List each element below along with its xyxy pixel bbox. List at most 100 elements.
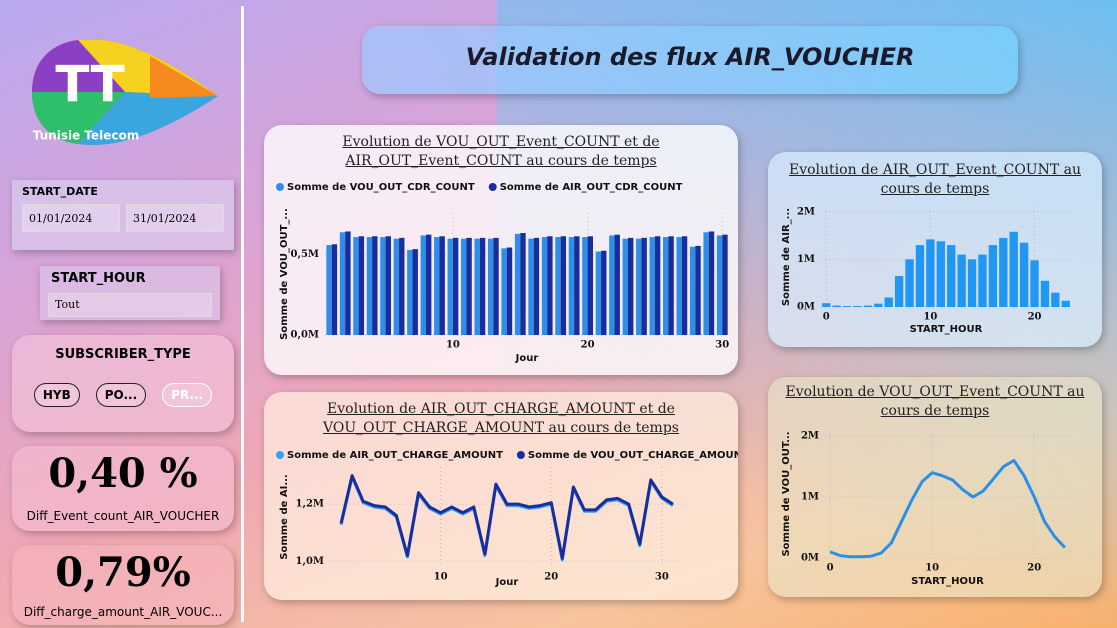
date-from[interactable]: 01/01/2024 xyxy=(22,204,120,232)
bar xyxy=(452,237,459,335)
x-tick-label: 0 xyxy=(827,563,834,574)
y-tick-label: 2M xyxy=(801,431,819,442)
y-tick-label: 1M xyxy=(801,492,819,503)
bar xyxy=(514,233,521,335)
legend-marker xyxy=(276,183,284,191)
bar xyxy=(999,237,1008,307)
bar xyxy=(568,237,575,335)
bar xyxy=(905,259,914,307)
bar xyxy=(353,237,359,335)
bar xyxy=(1051,292,1060,307)
bar xyxy=(560,236,567,335)
x-tick-label: 10 xyxy=(446,340,460,351)
y-tick-label: 1M xyxy=(797,254,815,265)
bar xyxy=(1019,242,1029,307)
bar xyxy=(1061,300,1070,307)
bar xyxy=(587,236,593,335)
bar xyxy=(461,238,467,335)
bar xyxy=(339,232,346,335)
bar xyxy=(967,259,977,307)
subscriber-slicer: SUBSCRIBER_TYPE HYB PO... PR... xyxy=(12,335,234,432)
bar xyxy=(528,238,534,335)
kpi-label: Diff_charge_amount_AIR_VOUC... xyxy=(23,605,223,619)
y-axis-label: Somme de VOU_OUT_... xyxy=(279,208,290,340)
kpi-value: 0,79% xyxy=(55,549,191,596)
x-tick-label: 30 xyxy=(715,340,729,351)
bar xyxy=(1030,260,1039,307)
x-tick-label: 10 xyxy=(923,312,937,323)
bar xyxy=(978,254,987,307)
slicer-label: SUBSCRIBER_TYPE xyxy=(55,347,191,362)
x-tick-label: 30 xyxy=(655,572,669,583)
kpi-card: 0,40 % Diff_Event_count_AIR_VOUCHER xyxy=(12,446,234,531)
bar xyxy=(936,241,945,307)
bar xyxy=(466,237,472,335)
bar xyxy=(947,245,956,307)
legend-marker xyxy=(516,451,525,459)
bar xyxy=(555,237,561,335)
bar xyxy=(434,237,440,335)
bar xyxy=(326,245,332,335)
date-slicer[interactable]: START_DATE 01/01/2024 31/01/2024 xyxy=(12,180,234,250)
bar xyxy=(439,236,445,335)
date-to[interactable]: 31/01/2024 xyxy=(126,204,224,232)
bar xyxy=(574,236,580,335)
bar xyxy=(399,237,405,335)
bar xyxy=(926,239,935,307)
type-button[interactable]: HYB xyxy=(33,383,80,407)
slicer-label: START_HOUR xyxy=(51,271,146,286)
hour-slicer[interactable]: START_HOUR Tout xyxy=(40,266,220,320)
chart-card: Evolution de VOU_OUT_Event_COUNT au cour… xyxy=(768,377,1102,597)
bar xyxy=(853,306,862,307)
chart-card: Evolution de VOU_OUT_Event_COUNT et de A… xyxy=(264,125,738,375)
bar xyxy=(676,237,682,335)
y-tick-label: 0M xyxy=(801,553,819,564)
legend-label: Somme de AIR_OUT_CHARGE_AMOUNT xyxy=(287,450,503,461)
type-button[interactable]: PR... xyxy=(162,383,213,407)
bar xyxy=(609,235,615,335)
chart: 0M 1M 2M 0 10 20 START_HOUR Somme de AIR_... xyxy=(781,206,1071,335)
bar xyxy=(654,236,661,335)
bar xyxy=(641,237,647,335)
chart-title: Evolution de AIR_OUT_CHARGE_AMOUNT et de… xyxy=(323,401,679,436)
bar xyxy=(636,238,642,335)
bar xyxy=(1009,231,1018,307)
bar xyxy=(1040,280,1050,307)
bar xyxy=(407,249,413,335)
line xyxy=(339,475,674,562)
bar xyxy=(331,244,338,335)
bar xyxy=(832,305,841,307)
bar xyxy=(385,236,391,335)
bar xyxy=(695,245,701,335)
bar xyxy=(668,236,674,335)
y-tick-label: 2M xyxy=(797,206,815,217)
chart: 0M 1M 2M 0 10 20 START_HOUR Somme de VOU_OUT... xyxy=(781,430,1070,587)
kpi-card: 0,79% Diff_charge_amount_AIR_VOUC... xyxy=(12,545,234,625)
bar xyxy=(420,235,426,335)
bar xyxy=(582,237,588,335)
bar xyxy=(988,245,998,307)
x-tick-label: 20 xyxy=(581,340,595,351)
logo: TT Tunisie Telecom xyxy=(32,39,218,145)
legend-marker xyxy=(488,183,497,191)
divider xyxy=(241,6,244,622)
bar xyxy=(894,276,904,307)
bar xyxy=(614,234,620,335)
chart-title: Evolution de VOU_OUT_Event_COUNT et de A… xyxy=(342,134,660,169)
bar xyxy=(915,245,925,307)
bar xyxy=(366,237,373,335)
hour-dropdown[interactable]: Tout xyxy=(48,293,212,317)
bar xyxy=(520,233,526,335)
bar xyxy=(474,238,480,335)
x-tick-label: 20 xyxy=(1028,312,1042,323)
type-button[interactable]: PO... xyxy=(95,383,147,407)
logo-name: Tunisie Telecom xyxy=(33,129,139,143)
y-axis-label: Somme de AI... xyxy=(279,474,290,559)
bar xyxy=(601,250,607,335)
legend-label: Somme de VOU_OUT_CDR_COUNT xyxy=(287,182,475,193)
bar xyxy=(426,234,432,335)
bar xyxy=(842,306,852,307)
bar xyxy=(345,231,351,335)
bar xyxy=(622,238,628,335)
